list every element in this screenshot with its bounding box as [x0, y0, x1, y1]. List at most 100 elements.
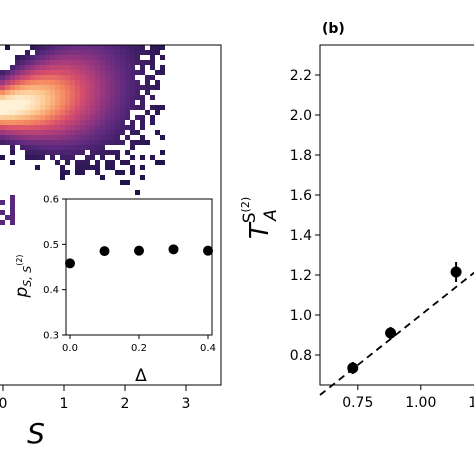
heatmap-cell [30, 70, 35, 75]
heatmap-cell [140, 85, 145, 90]
heatmap-cell [25, 120, 30, 125]
heatmap-cell [15, 95, 20, 100]
heatmap-cell [160, 65, 165, 70]
heatmap-cell [115, 85, 120, 90]
heatmap-cell [155, 160, 160, 165]
heatmap-cell [90, 100, 95, 105]
heatmap-cell [135, 105, 140, 110]
heatmap-cell [55, 135, 60, 140]
heatmap-cell [65, 105, 70, 110]
heatmap-cell [105, 90, 110, 95]
panel-label-b: (b) [322, 21, 345, 37]
heatmap-cell [95, 75, 100, 80]
heatmap-cell [15, 100, 20, 105]
heatmap-cell [115, 135, 120, 140]
heatmap-cell [0, 100, 5, 105]
heatmap-cell [20, 115, 25, 120]
heatmap-cell [110, 160, 115, 165]
heatmap-cell [25, 75, 30, 80]
heatmap-cell [35, 70, 40, 75]
heatmap-cell [95, 130, 100, 135]
heatmap-cell [100, 100, 105, 105]
heatmap-cell [155, 50, 160, 55]
heatmap-cell [50, 130, 55, 135]
heatmap-cell [75, 130, 80, 135]
heatmap-cell [115, 90, 120, 95]
heatmap-cell [85, 145, 90, 150]
heatmap-cell [140, 175, 145, 180]
heatmap-cell [70, 130, 75, 135]
heatmap-cell [55, 70, 60, 75]
right-y-label-supsup: (2) [239, 197, 252, 213]
heatmap-cell [15, 85, 20, 90]
heatmap-cell [35, 95, 40, 100]
heatmap-cell [10, 145, 15, 150]
heatmap-cell [50, 105, 55, 110]
heatmap-cell [55, 150, 60, 155]
heatmap-cell [125, 115, 130, 120]
inset-y-label-sup: (2) [15, 254, 24, 265]
heatmap-cell [50, 150, 55, 155]
heatmap-cell [10, 75, 15, 80]
inset-plot: 0.0 0.2 0.4 0.3 0.4 0.5 0.6 Δ pS, S(2) [12, 195, 216, 387]
heatmap-cell [100, 175, 105, 180]
heatmap-cell [100, 130, 105, 135]
right-plot-frame [319, 44, 474, 386]
heatmap-cell [75, 160, 80, 165]
heatmap-cell [45, 95, 50, 100]
heatmap-cell [100, 135, 105, 140]
right-y-tick-label: 2.0 [290, 108, 312, 124]
heatmap-cell [30, 45, 35, 50]
heatmap-cell [160, 70, 165, 75]
heatmap-cell [100, 150, 105, 155]
heatmap-cell [10, 160, 15, 165]
heatmap-cell [60, 55, 65, 60]
heatmap-cell [100, 80, 105, 85]
heatmap-cell [150, 105, 155, 110]
heatmap-cell [65, 55, 70, 60]
heatmap-cell [55, 120, 60, 125]
heatmap-cell [0, 220, 5, 225]
heatmap-cell [155, 70, 160, 75]
heatmap-cell [115, 100, 120, 105]
heatmap-cell [20, 95, 25, 100]
heatmap-cell [30, 115, 35, 120]
heatmap-cell [45, 65, 50, 70]
heatmap-cell [60, 145, 65, 150]
heatmap-cell [130, 85, 135, 90]
heatmap-cell [55, 160, 60, 165]
heatmap-cell [50, 65, 55, 70]
heatmap-cell [30, 85, 35, 90]
heatmap-cell [35, 90, 40, 95]
heatmap-cell [140, 50, 145, 55]
heatmap-cell [90, 120, 95, 125]
inset-y-label-main: p [12, 287, 32, 299]
heatmap-cell [125, 135, 130, 140]
heatmap-cell [70, 155, 75, 160]
heatmap-cell [85, 65, 90, 70]
heatmap-cell [55, 65, 60, 70]
heatmap-cell [45, 80, 50, 85]
heatmap-cell [120, 50, 125, 55]
heatmap-cell [105, 110, 110, 115]
heatmap-cell [110, 135, 115, 140]
right-y-tick-label: 1.8 [290, 148, 312, 164]
inset-x-tick-label: 0.4 [200, 343, 216, 354]
heatmap-cell [120, 115, 125, 120]
left-plot-frame [0, 44, 222, 386]
heatmap-cell [135, 60, 140, 65]
heatmap-cell [80, 65, 85, 70]
heatmap-cell [65, 90, 70, 95]
heatmap-cell [140, 165, 145, 170]
heatmap-cell [80, 55, 85, 60]
heatmap-cell [95, 80, 100, 85]
heatmap-cell [65, 120, 70, 125]
heatmap-cell [45, 105, 50, 110]
heatmap-cell [135, 190, 140, 195]
heatmap-cell [135, 55, 140, 60]
heatmap-cell [85, 135, 90, 140]
heatmap-cell [5, 105, 10, 110]
heatmap-cell [110, 110, 115, 115]
heatmap-cell [135, 95, 140, 100]
heatmap-cell [85, 60, 90, 65]
